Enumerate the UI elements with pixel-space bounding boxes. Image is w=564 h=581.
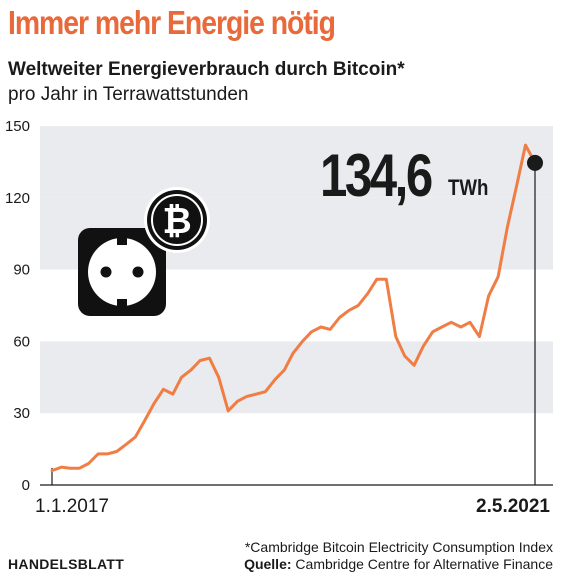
source-line: Quelle: Cambridge Centre for Alternative… xyxy=(244,556,553,572)
grid-band xyxy=(40,126,553,198)
annotation-value: 134,6 xyxy=(320,141,432,209)
grid-band xyxy=(40,341,553,414)
y-tick-label: 120 xyxy=(5,190,30,207)
footnote: *Cambridge Bitcoin Electricity Consumpti… xyxy=(244,539,553,555)
line-chart: 0 30 60 90 120 150 1.1.2017 2.5.2021 134,6 TW… xyxy=(5,118,553,517)
y-tick-label: 0 xyxy=(22,477,30,494)
y-tick-label: 90 xyxy=(13,262,30,279)
svg-text:₿: ₿ xyxy=(162,201,191,242)
y-tick-label: 150 xyxy=(5,118,30,135)
grid-bands xyxy=(40,126,553,414)
y-tick-label: 30 xyxy=(13,405,30,422)
annotation-unit: TWh xyxy=(448,177,488,201)
unit-line: pro Jahr in Terrawattstunden xyxy=(8,84,249,105)
x-label-start: 1.1.2017 xyxy=(35,496,109,517)
source-value: Cambridge Centre for Alternative Finance xyxy=(295,556,553,572)
bitcoin-icon: ₿ xyxy=(144,187,210,253)
power-socket-icon xyxy=(78,228,166,316)
source-label: Quelle: xyxy=(244,556,292,572)
y-tick-label: 60 xyxy=(13,333,30,350)
headline: Immer mehr Energie nötig xyxy=(8,4,336,41)
y-axis-ticks: 0 30 60 90 120 150 xyxy=(5,118,30,494)
series-line xyxy=(50,143,537,473)
chart-subtitle: Weltweiter Energieverbrauch durch Bitcoi… xyxy=(8,59,405,80)
end-marker-dot xyxy=(527,154,543,171)
publisher-logo: HANDELSBLATT xyxy=(8,556,125,572)
x-label-end: 2.5.2021 xyxy=(476,496,550,517)
